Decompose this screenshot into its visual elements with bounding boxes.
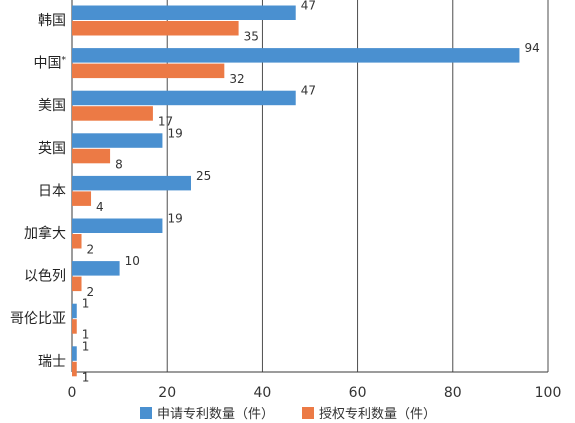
category-label: 以色列	[24, 268, 66, 285]
data-label: 1	[82, 339, 90, 353]
bar-applied	[72, 303, 77, 319]
data-label: 1	[82, 370, 90, 384]
bar-applied	[72, 48, 520, 63]
bar-granted	[72, 21, 239, 36]
data-label: 32	[229, 72, 244, 86]
x-tick-label: 100	[535, 385, 562, 401]
data-label: 1	[82, 328, 90, 342]
category-label: 哥伦比亚	[10, 311, 66, 327]
data-label: 47	[301, 0, 316, 13]
bar-applied	[72, 133, 163, 148]
category-label: 中国*	[34, 56, 67, 72]
bar-granted	[72, 276, 82, 292]
data-label: 35	[244, 30, 259, 44]
data-label: 10	[125, 254, 140, 268]
x-tick-label: 40	[253, 385, 271, 401]
category-label: 英国	[38, 140, 66, 157]
category-label: 日本	[38, 183, 66, 199]
data-label: 4	[96, 200, 104, 214]
bars	[72, 5, 520, 377]
bar-granted	[72, 191, 92, 206]
x-tick-label: 80	[444, 385, 462, 401]
data-label: 47	[301, 84, 316, 98]
category-label: 韩国	[38, 13, 66, 29]
data-label: 2	[87, 243, 95, 257]
data-label: 19	[167, 212, 182, 226]
data-label: 19	[167, 126, 182, 140]
legend: 申请专利数量（件） 授权专利数量（件）	[140, 406, 436, 422]
labels: 0 20 40 60 80 100 47 35 韩国 94 32 中国* 47 17 美国 19 8 英国 25 4 日…	[10, 0, 561, 401]
bar-granted	[72, 319, 77, 334]
data-label: 8	[115, 157, 123, 171]
data-label: 2	[87, 285, 95, 299]
bar-applied	[72, 175, 191, 191]
bar-applied	[72, 346, 77, 361]
data-label: 17	[158, 115, 173, 129]
x-tick-label: 60	[349, 385, 367, 401]
bar-applied	[72, 5, 296, 20]
legend-label: 申请专利数量（件）	[157, 407, 274, 422]
bar-granted	[72, 106, 153, 121]
legend-swatch-applied	[140, 407, 152, 419]
data-label: 25	[196, 169, 211, 183]
bar-granted	[72, 361, 77, 377]
bar-granted	[72, 234, 82, 249]
legend-swatch-granted	[302, 407, 314, 419]
category-label: 瑞士	[38, 354, 66, 370]
legend-label: 授权专利数量（件）	[319, 406, 436, 422]
data-label: 94	[524, 41, 539, 55]
category-label: 美国	[38, 98, 66, 114]
x-tick-label: 0	[68, 385, 77, 401]
x-tick-label: 20	[158, 385, 176, 401]
bar-applied	[72, 90, 296, 106]
category-label: 加拿大	[24, 225, 66, 242]
bar-granted	[72, 63, 225, 79]
data-label: 1	[82, 297, 90, 311]
bar-applied	[72, 218, 163, 233]
bar-applied	[72, 261, 120, 276]
bar-granted	[72, 148, 111, 164]
